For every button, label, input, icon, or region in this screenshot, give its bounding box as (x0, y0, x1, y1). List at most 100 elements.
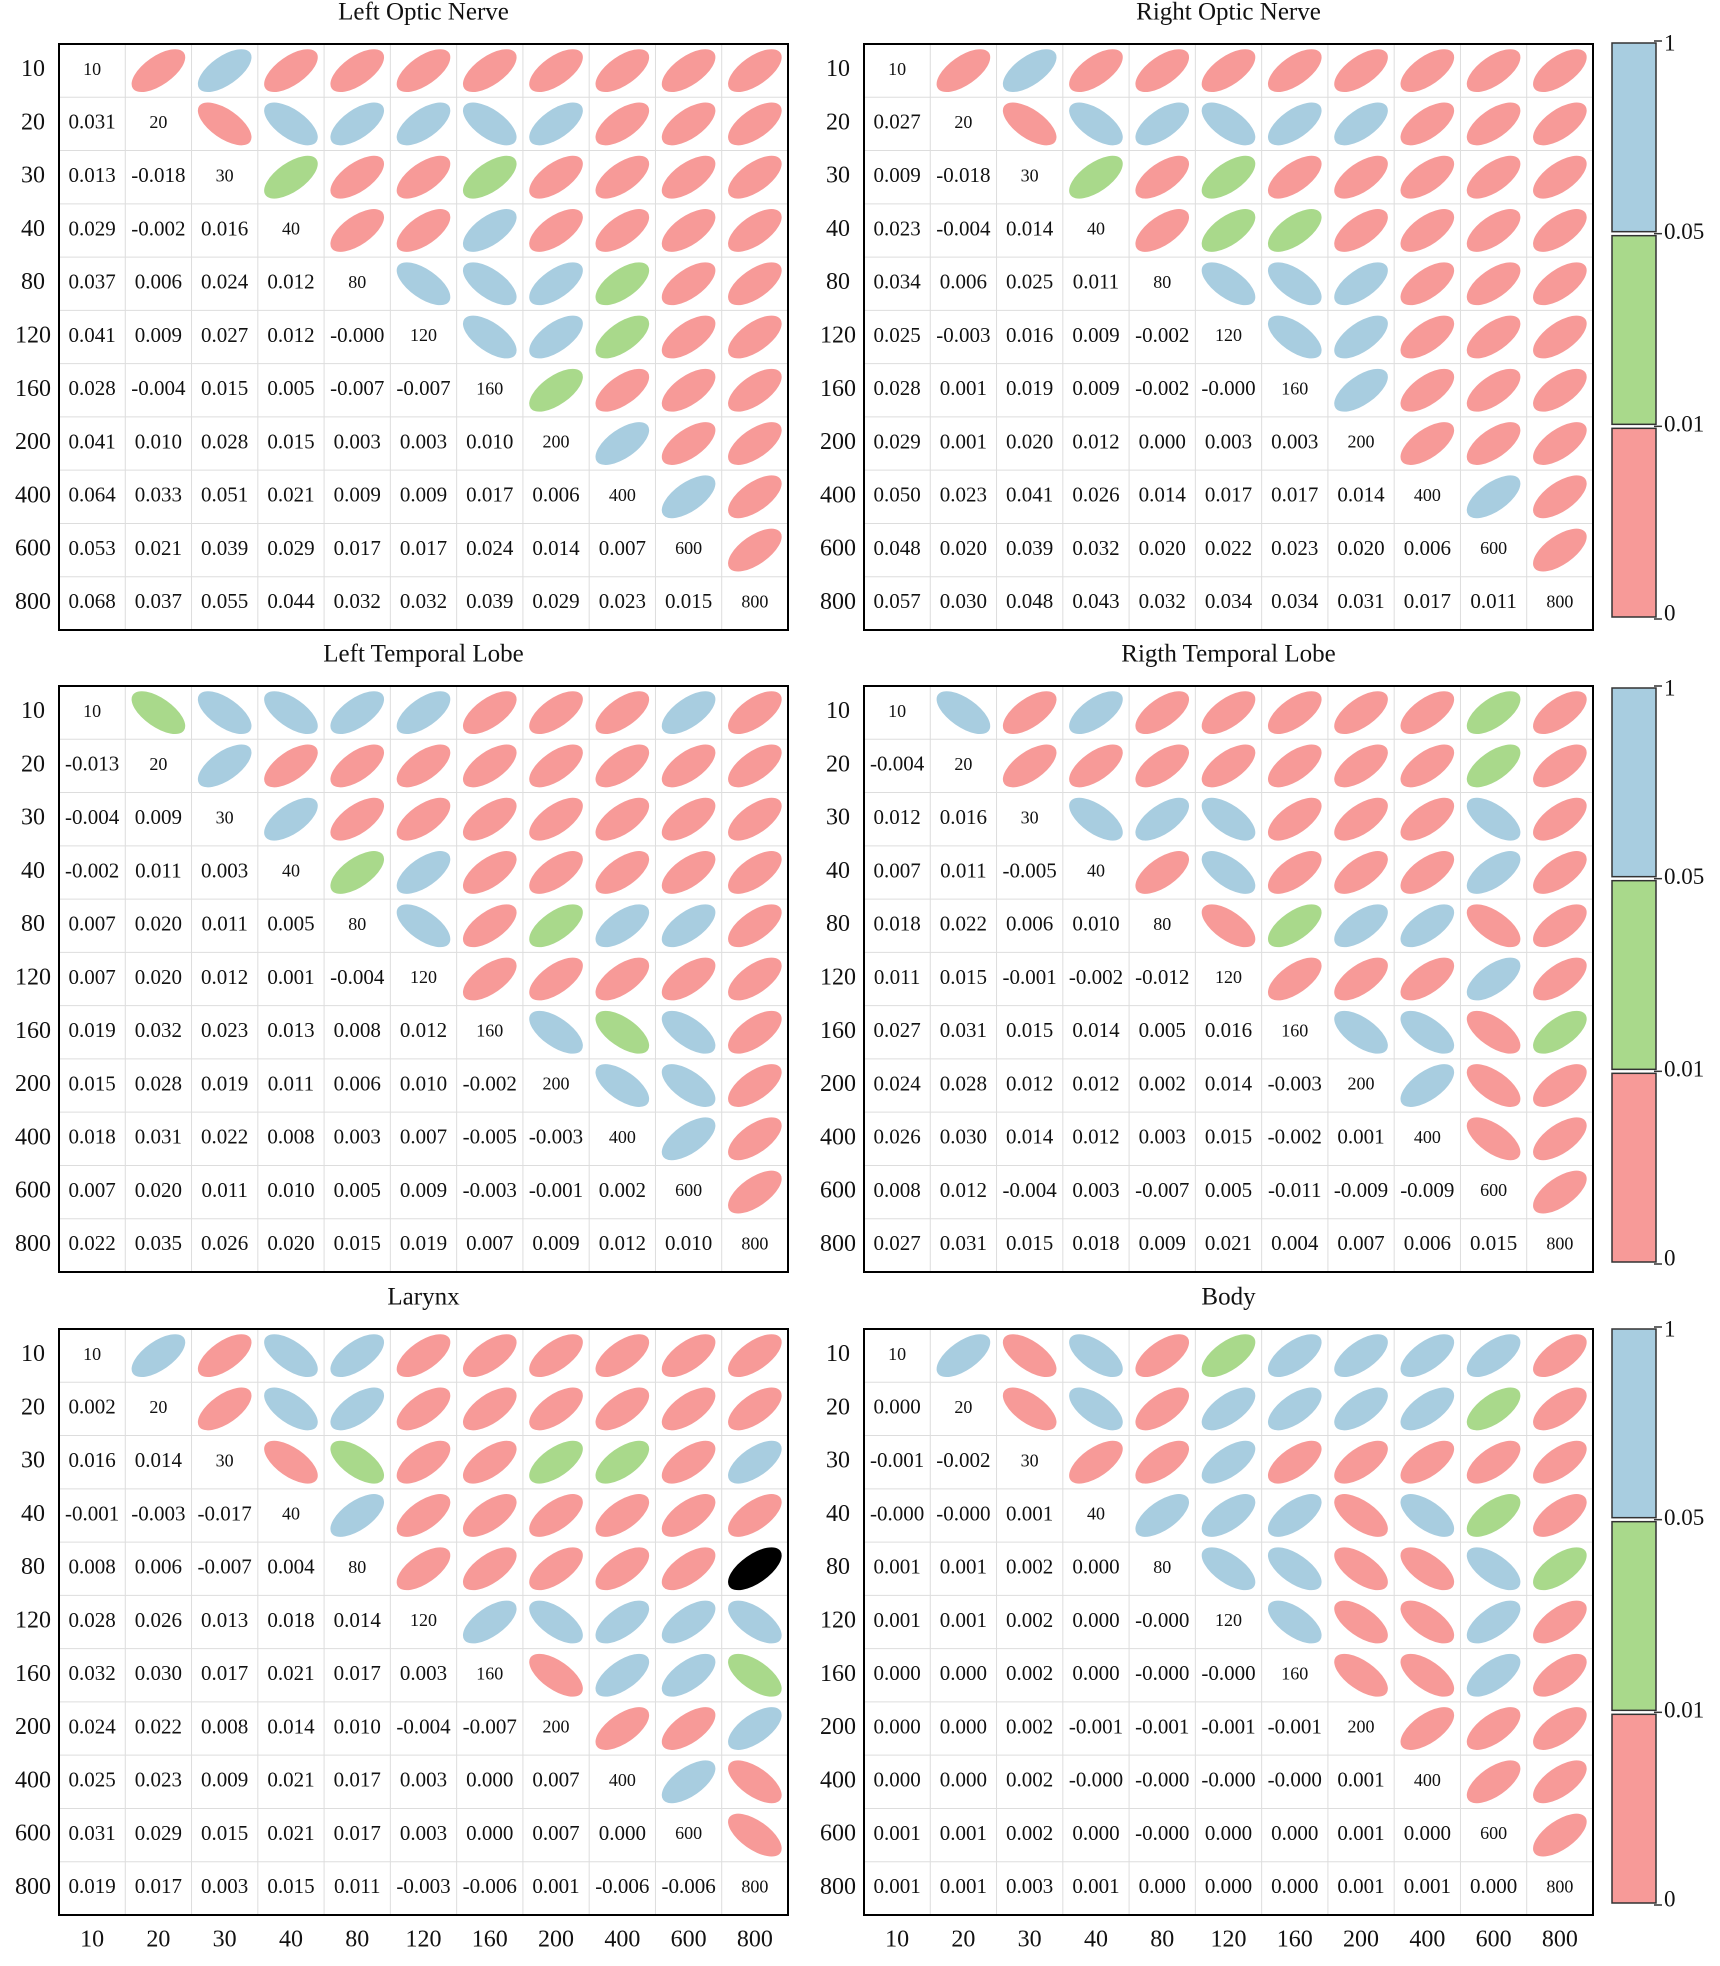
diagonal-label: 800 (1546, 591, 1573, 611)
lower-value: 0.031 (69, 110, 116, 134)
ellipse (728, 1547, 782, 1591)
ellipse (595, 1010, 650, 1054)
lower-value: 0.001 (940, 1874, 987, 1898)
lower-value: 0.017 (334, 536, 381, 560)
lower-value: 0.015 (267, 1874, 314, 1898)
lower-value: 0.012 (267, 323, 314, 347)
lower-value: 0.001 (1337, 1768, 1384, 1792)
ellipse (728, 851, 782, 894)
ellipse (462, 744, 517, 788)
lower-value: 0.028 (135, 1071, 182, 1095)
column-label: 20 (146, 1927, 170, 1953)
diagonal-label: 800 (1546, 1233, 1573, 1253)
lower-value: -0.007 (330, 376, 384, 400)
ellipse (1267, 1494, 1322, 1537)
lower-value: 0.026 (135, 1608, 182, 1632)
lower-value: 0.017 (466, 483, 513, 507)
ellipse (1002, 691, 1057, 735)
row-label: 120 (820, 323, 856, 349)
colorbar-tick-label: 1 (1664, 675, 1676, 700)
ellipse (1533, 1653, 1587, 1697)
lower-value: 0.015 (334, 1231, 381, 1255)
lower-value: 0.016 (69, 1448, 116, 1472)
lower-value: 0.012 (1072, 1071, 1119, 1095)
ellipse (595, 904, 650, 948)
ellipse (1466, 1760, 1521, 1804)
row-label: 30 (826, 805, 850, 831)
lower-value: 0.007 (69, 1178, 116, 1202)
lower-value: 0.006 (532, 483, 579, 507)
lower-value: 0.000 (874, 1768, 921, 1792)
column-label: 200 (538, 1927, 574, 1953)
ellipse (1400, 1547, 1455, 1591)
ellipse (1135, 1494, 1190, 1537)
ellipse (728, 1117, 782, 1161)
ellipse (661, 797, 716, 841)
lower-value: 0.014 (334, 1608, 382, 1632)
lower-value: 0.015 (1006, 1231, 1053, 1255)
panel-title: Left Temporal Lobe (323, 641, 524, 668)
diagonal-label: 200 (543, 1717, 570, 1737)
ellipse (1201, 155, 1256, 199)
lower-value: 0.003 (201, 1874, 248, 1898)
ellipse (264, 102, 318, 146)
ellipse (1135, 49, 1190, 93)
ellipse (728, 315, 782, 359)
lower-value: 0.007 (874, 858, 921, 882)
ellipse (661, 368, 716, 412)
diagonal-label: 40 (282, 861, 300, 881)
lower-value: -0.004 (65, 805, 120, 829)
lower-value: 0.037 (135, 589, 182, 613)
lower-value: 0.029 (267, 536, 314, 560)
column-label: 10 (80, 1927, 104, 1953)
diagonal-label: 600 (675, 538, 702, 558)
ellipse (529, 957, 583, 1001)
ellipse (1533, 1064, 1587, 1107)
lower-value: 0.032 (135, 1018, 182, 1042)
ellipse (1334, 797, 1388, 841)
lower-value: 0.000 (940, 1661, 987, 1685)
lower-value: -0.006 (463, 1874, 517, 1898)
ellipse (595, 691, 650, 735)
ellipse (1466, 1334, 1521, 1378)
colorbar-segment (1611, 1520, 1657, 1712)
ellipse (661, 422, 716, 465)
lower-value: 0.012 (1072, 429, 1119, 453)
lower-value: -0.002 (1268, 1125, 1322, 1149)
ellipse (529, 262, 583, 306)
lower-value: 0.020 (940, 536, 987, 560)
diagonal-label: 200 (1348, 432, 1375, 452)
ellipse (1400, 744, 1455, 788)
lower-value: 0.021 (267, 1821, 314, 1845)
lower-value: -0.000 (330, 323, 384, 347)
ellipse (1466, 1494, 1521, 1537)
panel-title: Larynx (387, 1284, 460, 1311)
lower-value: -0.001 (529, 1178, 583, 1202)
ellipse (396, 262, 451, 306)
diagonal-label: 40 (1087, 219, 1105, 239)
row-label: 160 (15, 1018, 51, 1044)
lower-value: 0.018 (1072, 1231, 1119, 1255)
ellipse (728, 209, 782, 252)
lower-value: 0.003 (400, 1821, 447, 1845)
ellipse (1533, 1600, 1587, 1644)
lower-value: 0.004 (267, 1555, 315, 1579)
lower-value: 0.015 (267, 429, 314, 453)
lower-value: 0.016 (1205, 1018, 1252, 1042)
lower-value: 0.015 (940, 965, 987, 989)
ellipse (529, 1494, 583, 1537)
row-label: 160 (820, 376, 856, 402)
diagonal-label: 30 (1021, 165, 1039, 185)
ellipse (462, 1334, 517, 1378)
lower-value: 0.035 (135, 1231, 182, 1255)
lower-value: -0.003 (396, 1874, 450, 1898)
ellipse (529, 691, 583, 735)
lower-value: 0.001 (1337, 1821, 1384, 1845)
ellipse (728, 1010, 782, 1054)
row-label: 600 (15, 1821, 51, 1847)
lower-value: -0.001 (1201, 1714, 1255, 1738)
ellipse (330, 797, 385, 841)
ellipse (396, 49, 451, 93)
lower-value: 0.014 (135, 1448, 183, 1472)
lower-value: 0.028 (69, 376, 116, 400)
